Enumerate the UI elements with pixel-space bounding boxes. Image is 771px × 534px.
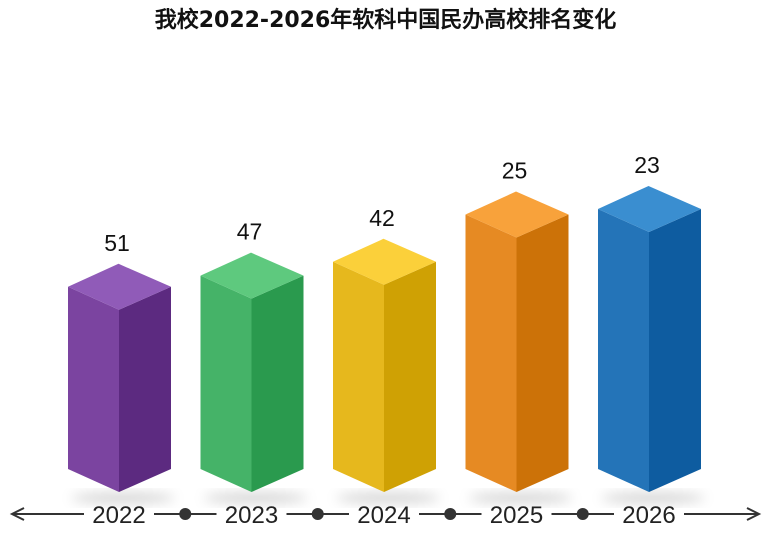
data-label-2023: 47 — [237, 219, 263, 245]
x-tick-label-2026: 2026 — [622, 502, 675, 529]
data-label-2022: 51 — [104, 230, 130, 256]
timeline-dot — [179, 508, 192, 520]
bar-shadow-2022 — [71, 493, 175, 503]
bar-front-face — [598, 208, 649, 492]
data-label-2026: 23 — [634, 152, 660, 178]
bar-front-face — [68, 286, 119, 492]
bar-shadows — [71, 493, 705, 503]
bar-2022 — [68, 263, 171, 492]
data-labels: 51 47 42 25 23 — [104, 152, 660, 256]
bar-front-face — [333, 261, 384, 492]
bar-top-face — [200, 252, 304, 299]
data-label-2025: 25 — [502, 158, 528, 184]
x-tick-label-2024: 2024 — [357, 502, 410, 529]
timeline-axis: 2022 2023 2024 2025 2026 — [9, 502, 762, 529]
right-arrow-icon — [746, 507, 762, 521]
bar-top-face — [598, 185, 701, 232]
bar-side-face — [649, 208, 701, 492]
x-tick-label-2022: 2022 — [92, 502, 145, 529]
bar-2025 — [465, 191, 569, 492]
bar-2026 — [598, 185, 701, 492]
bar-side-face — [119, 286, 171, 492]
left-arrow-icon — [9, 507, 25, 521]
timeline-dot — [576, 508, 589, 520]
chart-title: 我校2022-2026年软科中国民办高校排名变化 — [154, 8, 617, 33]
bar-shadow-2024 — [336, 493, 440, 503]
bar-side-face — [516, 214, 569, 492]
bar-top-face — [333, 238, 436, 285]
bar-shadow-2023 — [203, 493, 308, 503]
bar-2023 — [200, 252, 304, 492]
bar-shadow-2026 — [601, 493, 705, 503]
timeline-dot — [444, 508, 457, 520]
bar-front-face — [200, 275, 252, 492]
bar-top-face — [465, 191, 569, 238]
bar-top-face — [68, 263, 171, 310]
timeline-dot — [311, 508, 324, 520]
bar-2024 — [333, 238, 436, 492]
bar-side-face — [251, 275, 304, 492]
data-label-2024: 42 — [369, 205, 395, 231]
bar-side-face — [384, 261, 436, 492]
x-tick-label-2023: 2023 — [225, 502, 278, 529]
bar-front-face — [465, 214, 517, 492]
x-tick-label-2025: 2025 — [490, 502, 543, 529]
bar-shadow-2025 — [468, 493, 573, 503]
bars — [68, 185, 701, 492]
